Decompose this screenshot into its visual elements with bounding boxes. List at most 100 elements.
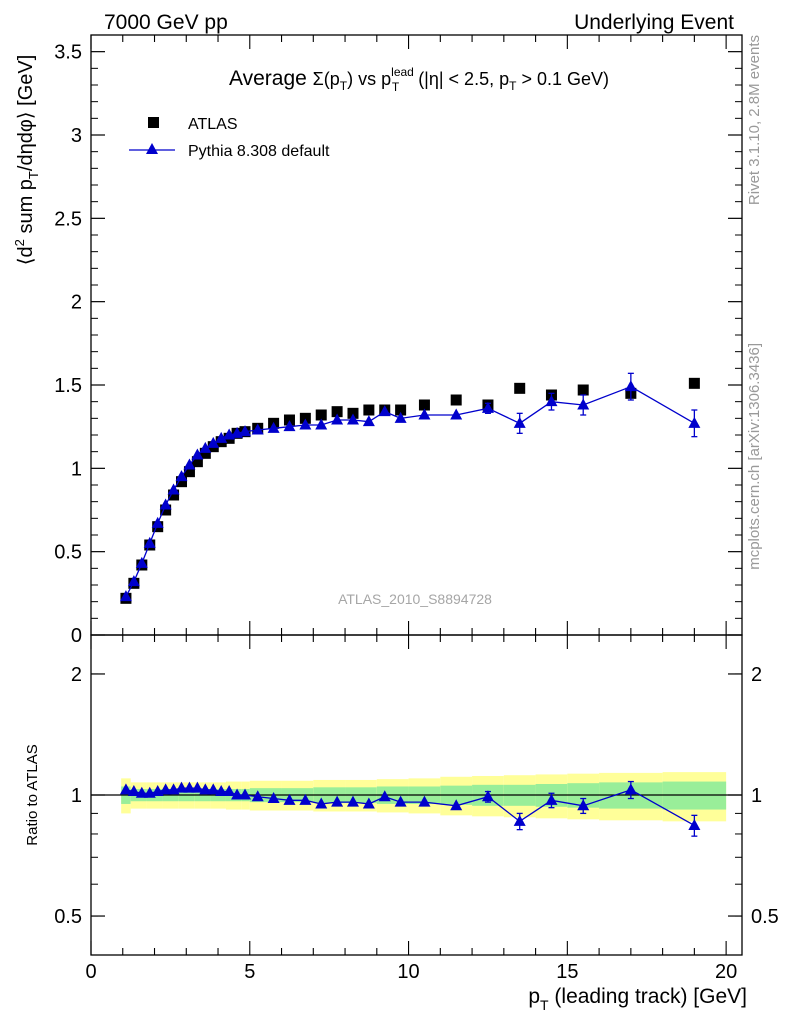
ylabel-open: ⟨d — [15, 246, 37, 265]
legend-mc-label: Pythia 8.308 default — [188, 143, 330, 160]
ratio-pythia-point — [346, 795, 359, 807]
title-sub-2: T — [392, 80, 400, 94]
ratio-xtick-label: 5 — [244, 961, 255, 983]
main-ytick-label: 0 — [71, 625, 82, 647]
ratio-pythia-point — [545, 793, 558, 805]
pythia-point — [251, 423, 264, 435]
ratio-pythia-point — [450, 799, 463, 811]
ratio-pythia-point — [183, 781, 196, 793]
pythia-point — [624, 380, 637, 392]
atlas-point — [395, 404, 407, 416]
ratio-xtick-label: 15 — [556, 961, 578, 983]
ratio-pythia-line — [125, 787, 695, 827]
title-lead: Average — [229, 67, 313, 90]
ratio-pythia-point — [299, 793, 312, 805]
main-ylabel: ⟨d2 sum pT/dηdφ⟩ [GeV] — [12, 55, 41, 266]
pythia-point — [418, 408, 431, 420]
ratio-pythia-point — [175, 781, 188, 793]
title-sub-1: T — [340, 79, 348, 93]
main-ytick-label: 1.5 — [54, 375, 82, 397]
ratio-pythia-point — [267, 792, 280, 804]
ratio-pythia-point — [191, 781, 204, 793]
pythia-point — [394, 411, 407, 423]
analysis-watermark: ATLAS_2010_S8894728 — [338, 591, 492, 607]
pythia-point — [331, 413, 344, 425]
ratio-ytick-label-right: 2 — [751, 664, 762, 686]
pythia-point — [378, 405, 391, 417]
atlas-point — [450, 394, 462, 406]
ratio-pythia-point — [362, 797, 375, 809]
pythia-point — [207, 436, 220, 448]
ratio-pythia-point — [119, 783, 132, 795]
pythia-point — [167, 483, 180, 495]
ratio-ytick-label: 1 — [71, 785, 82, 807]
ratio-pythia-point — [251, 790, 264, 802]
ratio-plot-area: 0 5 10 15 20 0.5 0.5 1 1 2 2 — [54, 635, 779, 983]
legend-atlas-marker — [148, 117, 159, 128]
main-plot-marks — [119, 372, 701, 604]
atlas-point — [168, 489, 180, 501]
rivet-label: Rivet 3.1.10, 2.8M events — [746, 35, 763, 205]
ratio-pythia-point — [159, 783, 172, 795]
pythia-point — [545, 395, 558, 407]
ylabel-mid: sum p — [15, 179, 37, 239]
pythia-point — [143, 536, 156, 548]
pythia-point — [159, 498, 172, 510]
pythia-point — [175, 470, 188, 482]
pythia-point — [283, 420, 296, 432]
ylabel-close: /dηdφ⟩ [GeV] — [15, 55, 37, 171]
ratio-plot-marks — [119, 780, 701, 837]
atlas-point — [347, 407, 359, 419]
ratio-pythia-point — [231, 788, 244, 800]
ratio-pythia-point — [239, 788, 252, 800]
atlas-point — [199, 447, 211, 459]
title-sigma: Σ(p — [313, 69, 340, 89]
ratio-ytick-label-right: 1 — [751, 785, 762, 807]
ratio-ytick-label-right: 0.5 — [751, 906, 779, 928]
ratio-pythia-point — [577, 799, 590, 811]
atlas-point — [363, 404, 375, 416]
title-cut: (|η| < 2.5, p — [413, 69, 509, 89]
xlabel-p: p — [528, 985, 540, 1008]
pythia-line — [125, 385, 695, 597]
ratio-pythia-point — [135, 786, 148, 798]
main-ytick-label: 2.5 — [54, 208, 82, 230]
ratio-pythia-point — [394, 795, 407, 807]
ratio-ytick-label: 2 — [71, 664, 82, 686]
pythia-point — [513, 416, 526, 428]
ylabel-sup: 2 — [12, 239, 27, 246]
pythia-point — [299, 418, 312, 430]
main-ytick-label: 0.5 — [54, 542, 82, 564]
atlas-point — [160, 504, 172, 516]
legend-mc-marker — [146, 143, 158, 154]
plot-title: Average Σ(pT) vs plead T (|η| < 2.5, pT >… — [229, 65, 609, 94]
pythia-point — [577, 398, 590, 410]
ratio-pythia-point — [199, 783, 212, 795]
pythia-point — [239, 425, 252, 437]
pythia-point — [450, 408, 463, 420]
pythia-point — [151, 516, 164, 528]
ratio-pythia-point — [223, 785, 236, 797]
legend: ATLAS Pythia 8.308 default — [129, 116, 330, 160]
pythia-point — [127, 575, 140, 587]
ratio-bands — [121, 772, 727, 822]
ratio-ytick-label: 0.5 — [54, 906, 82, 928]
main-ytick-label: 3 — [71, 125, 82, 147]
mcplots-label: mcplots.cern.ch [arXiv:1306.3436] — [746, 343, 763, 570]
header-left: 7000 GeV pp — [104, 11, 228, 34]
ratio-pythia-point — [378, 790, 391, 802]
atlas-point — [577, 384, 589, 396]
title-sub-3: T — [509, 79, 517, 93]
pythia-point — [346, 413, 359, 425]
pythia-point — [481, 401, 494, 413]
ratio-xtick-label: 20 — [715, 961, 737, 983]
atlas-point — [283, 414, 295, 426]
ratio-pythia-point — [315, 797, 328, 809]
pythia-point — [191, 448, 204, 460]
main-ytick-label: 1 — [71, 458, 82, 480]
ratio-xtick-label: 10 — [397, 961, 419, 983]
ratio-pythia-point — [331, 795, 344, 807]
atlas-point — [299, 412, 311, 424]
ratio-pythia-point — [127, 785, 140, 797]
